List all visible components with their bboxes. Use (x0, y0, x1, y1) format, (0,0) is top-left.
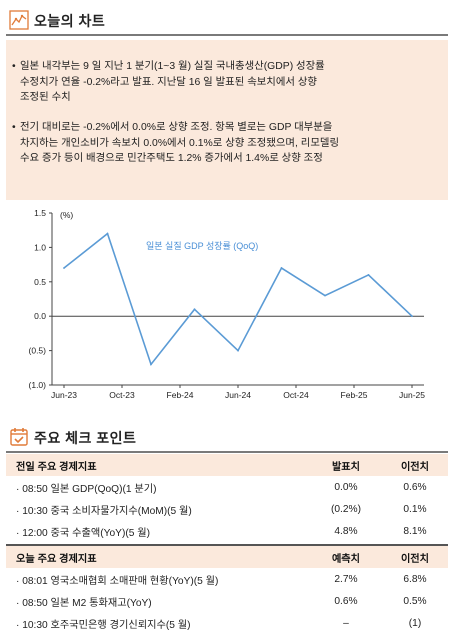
y-tick-label: 0.0 (34, 311, 46, 321)
y-unit-label: (%) (60, 210, 73, 220)
indicator-label: · 08:01 영국소매협회 소매판매 현황(YoY)(5 월) (16, 575, 219, 587)
series-line (63, 232, 413, 367)
indicator-label: · 10:30 호주국민은행 경기신뢰지수(5 월) (16, 619, 191, 631)
today-indicators-table: 오늘 주요 경제지표 예측치 이전치 · 08:01 영국소매협회 소매판매 현… (6, 544, 448, 634)
table-row: · 08:01 영국소매협회 소매판매 현황(YoY)(5 월) 2.7% 6.… (6, 568, 448, 590)
table-row: · 10:30 호주국민은행 경기신뢰지수(5 월) – (1) (6, 612, 448, 634)
header-label: 전일 주요 경제지표 (6, 454, 310, 476)
header-label: 오늘 주요 경제지표 (6, 545, 310, 568)
released-value: (0.2%) (330, 503, 361, 515)
table-row: · 10:30 중국 소비자물가지수(MoM)(5 월) (0.2%) 0.1% (6, 498, 448, 520)
summary-line: 차지하는 개인소비가 속보치 0.0%에서 0.1%로 상향 조정됐으며, 리모… (20, 137, 340, 149)
x-tick-label: Feb-24 (167, 390, 194, 400)
previous-value: 6.8% (403, 573, 427, 585)
calendar-check-icon (10, 428, 28, 446)
summary-box: • 일본 내각부는 9 일 지난 1 분기(1~3 월) 실질 국내총생산(GD… (6, 40, 448, 200)
summary-line: 수정치가 연율 -0.2%라고 발표. 지난달 16 일 발표된 속보치에서 상… (20, 76, 317, 88)
prev-day-indicators-table: 전일 주요 경제지표 발표치 이전치 · 08:50 일본 GDP(QoQ)(1… (6, 454, 448, 542)
x-tick-label: Jun-23 (51, 390, 77, 400)
previous-value: 0.5% (403, 595, 427, 607)
previous-value: 0.1% (403, 503, 427, 515)
y-tick-label: 1.0 (34, 242, 46, 252)
data-point (411, 315, 413, 318)
data-point (367, 274, 370, 276)
data-point (237, 349, 239, 352)
x-tick-label: Feb-25 (341, 390, 368, 400)
table-row: · 08:50 일본 M2 통화재고(YoY) 0.6% 0.5% (6, 590, 448, 612)
x-tick-label: Jun-25 (399, 390, 425, 400)
y-tick-label: 1.5 (34, 208, 46, 218)
data-point (324, 294, 326, 297)
summary-bullet: • 전기 대비로는 -0.2%에서 0.0%로 상향 조정. 항목 별로는 GD… (12, 120, 448, 167)
section-header-chart: 오늘의 차트 (0, 4, 454, 36)
series-label: 일본 실질 GDP 성장률 (QoQ) (146, 240, 258, 251)
indicator-label: · 08:50 일본 GDP(QoQ)(1 분기) (16, 483, 157, 495)
forecast-value: 0.6% (334, 595, 358, 607)
table-header: 전일 주요 경제지표 발표치 이전치 (6, 454, 448, 476)
table-row: · 08:50 일본 GDP(QoQ)(1 분기) 0.0% 0.6% (6, 476, 448, 498)
header-col-released: 발표치 (310, 454, 382, 476)
summary-line: 조정된 수치 (20, 92, 71, 103)
released-value: 4.8% (334, 525, 358, 537)
previous-value: (1) (408, 617, 422, 629)
data-point (106, 232, 109, 235)
data-point (193, 308, 196, 311)
divider (6, 34, 448, 36)
chart-icon (9, 10, 29, 30)
previous-value: 0.6% (403, 481, 427, 493)
data-point (280, 267, 283, 269)
chart-svg: 1.5 1.0 0.5 0.0 (0.5) (1.0) (%) Jun-23 Oct-23 Feb… (29, 208, 426, 400)
data-point (63, 267, 65, 269)
bullet-dot: • (12, 61, 16, 72)
x-tick-label: Oct-23 (109, 390, 135, 400)
header-col-forecast: 예측치 (310, 545, 382, 568)
forecast-value: 2.7% (334, 573, 358, 585)
y-tick-label: 0.5 (34, 277, 46, 287)
section-header-checkpoints: 주요 체크 포인트 (0, 421, 454, 453)
forecast-value: – (343, 617, 349, 629)
table-row: · 12:00 중국 수출액(YoY)(5 월) 4.8% 8.1% (6, 520, 448, 542)
summary-line: 전기 대비로는 -0.2%에서 0.0%로 상향 조정. 항목 별로는 GDP … (20, 122, 333, 133)
data-point (150, 363, 152, 366)
summary-line: 수요 증가 등이 배경으로 민간주택도 1.2% 증가에서 1.4%로 상향 조… (20, 153, 323, 164)
header-col-previous: 이전치 (382, 454, 448, 476)
indicator-label: · 08:50 일본 M2 통화재고(YoY) (16, 597, 152, 609)
table-header: 오늘 주요 경제지표 예측치 이전치 (6, 545, 448, 568)
section-title: 오늘의 차트 (34, 13, 106, 29)
released-value: 0.0% (334, 481, 358, 493)
previous-value: 8.1% (403, 525, 427, 537)
x-tick-label: Jun-24 (225, 390, 251, 400)
indicator-label: · 12:00 중국 수출액(YoY)(5 월) (16, 527, 150, 539)
summary-bullet: • 일본 내각부는 9 일 지난 1 분기(1~3 월) 실질 국내총생산(GD… (12, 59, 448, 106)
indicator-label: · 10:30 중국 소비자물가지수(MoM)(5 월) (16, 505, 192, 517)
y-tick-label: (1.0) (29, 380, 47, 390)
header-col-previous: 이전치 (382, 545, 448, 568)
section-title: 주요 체크 포인트 (34, 430, 137, 446)
gdp-line-chart: 1.5 1.0 0.5 0.0 (0.5) (1.0) (%) Jun-23 Oct-23 Feb… (6, 205, 448, 405)
bullet-dot: • (12, 122, 16, 133)
summary-line: 일본 내각부는 9 일 지난 1 분기(1~3 월) 실질 국내총생산(GDP)… (20, 61, 325, 72)
x-tick-label: Oct-24 (283, 390, 309, 400)
y-tick-label: (0.5) (29, 346, 47, 356)
divider (6, 451, 448, 453)
